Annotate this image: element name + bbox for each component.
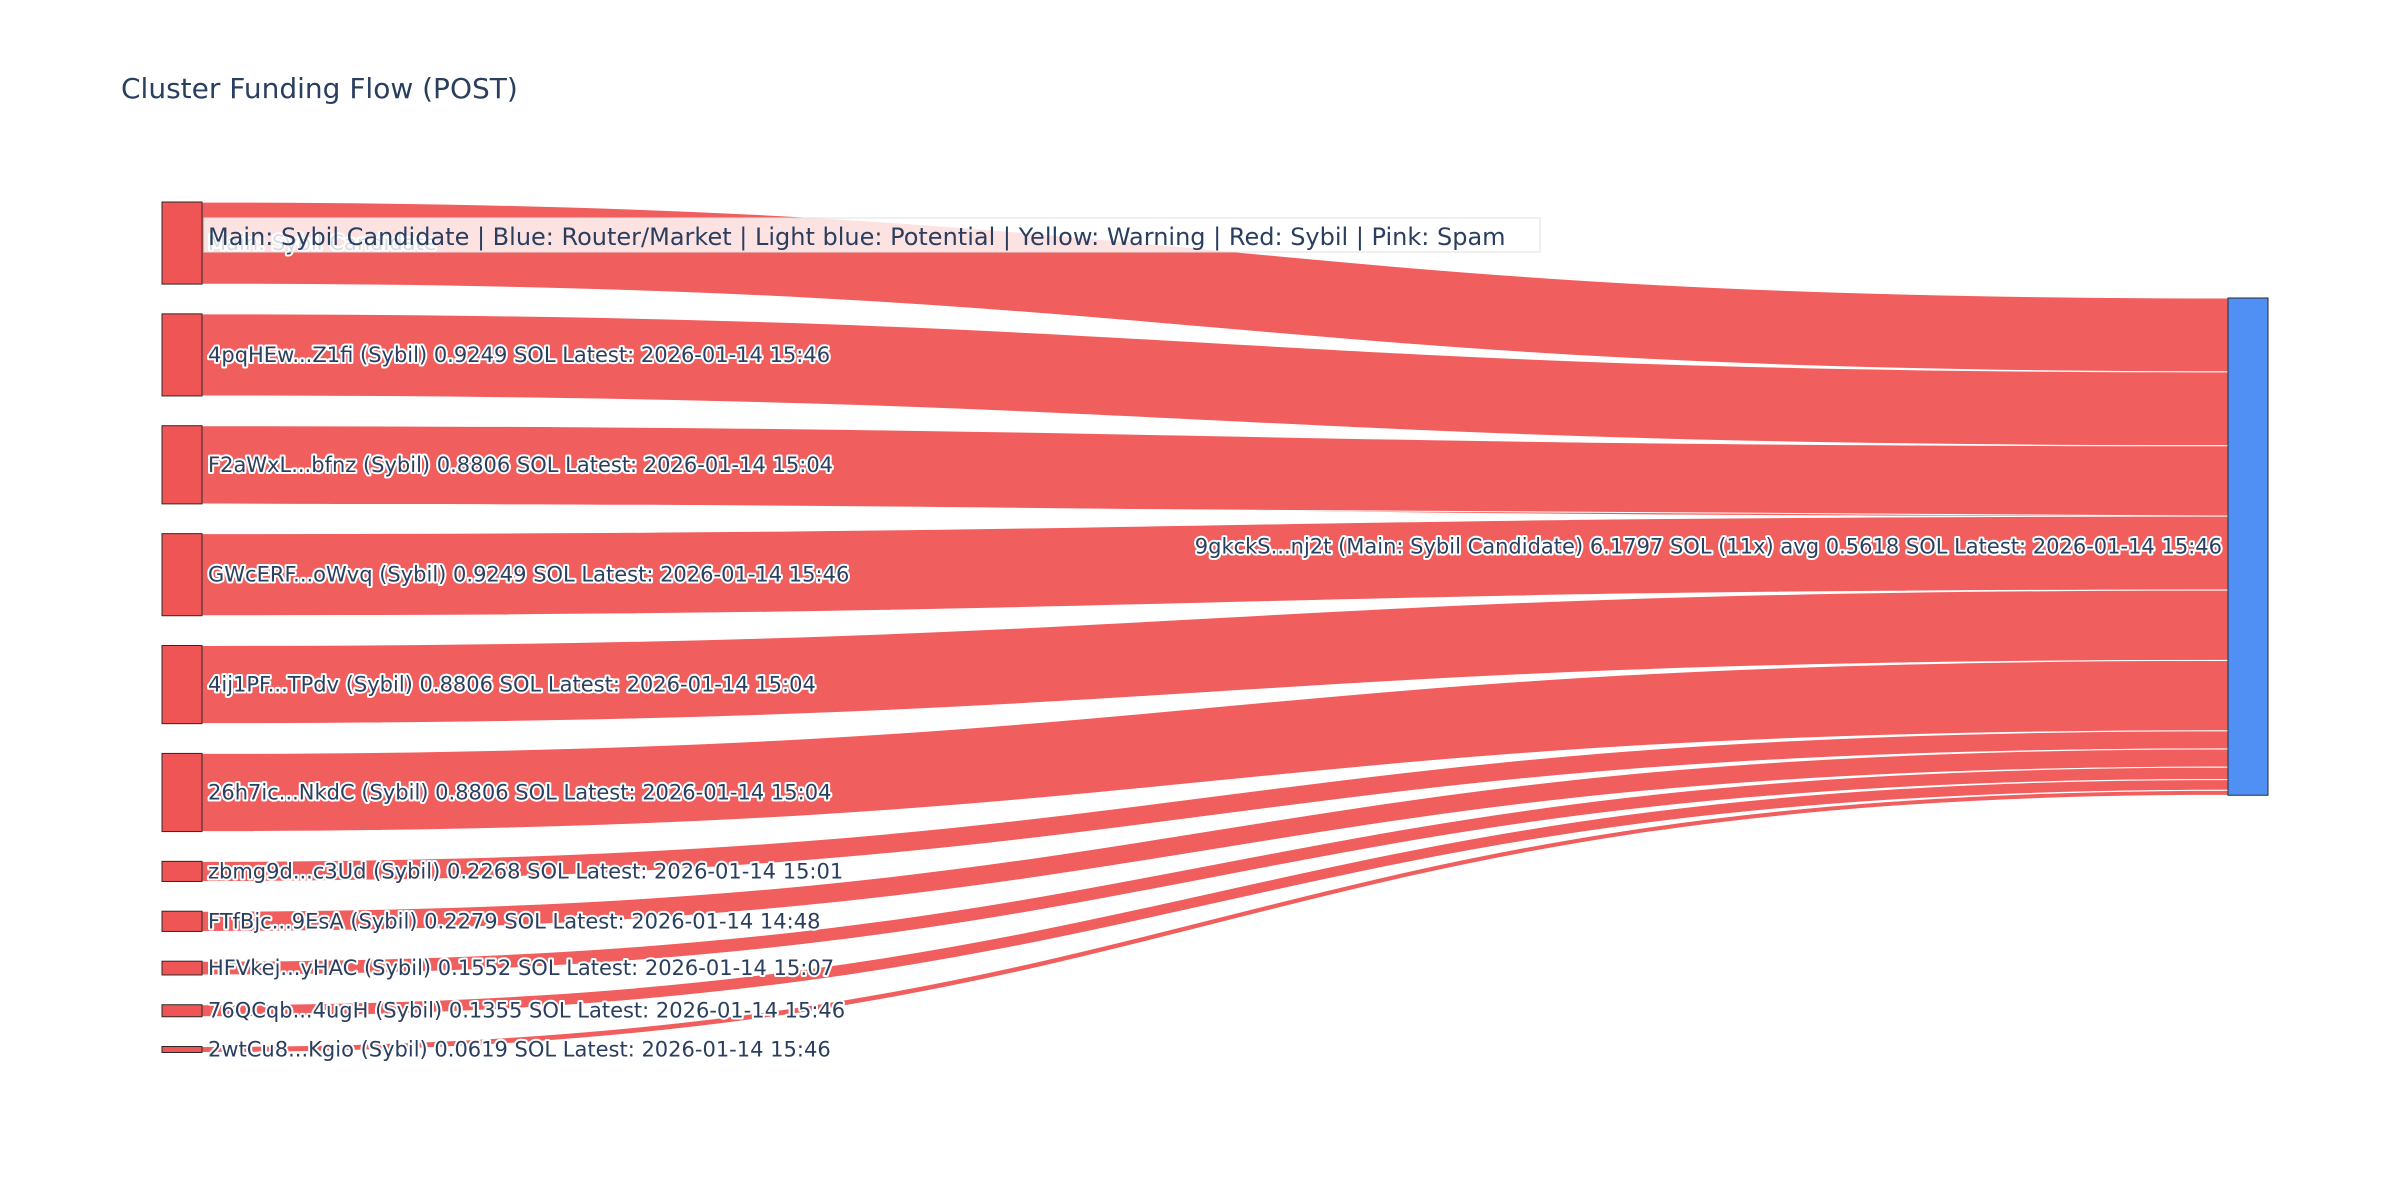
source-node-8[interactable] [161, 910, 203, 932]
source-label-3: F2aWxL...bfnz (Sybil) 0.8806 SOL Latest:… [208, 453, 833, 477]
source-label-4: GWcERF...oWvq (Sybil) 0.9249 SOL Latest:… [208, 563, 849, 587]
source-node-2[interactable] [161, 313, 203, 397]
legend-box [203, 217, 1541, 253]
source-label-7: zbmg9d...c3Ud (Sybil) 0.2268 SOL Latest:… [208, 859, 843, 883]
legend: Main: Sybil Candidate | Blue: Router/Mar… [203, 217, 1541, 253]
source-label-8: FTfBjc...9EsA (Sybil) 0.2279 SOL Latest:… [208, 909, 820, 933]
source-label-11: 2wtCu8...Kgio (Sybil) 0.0619 SOL Latest:… [208, 1038, 831, 1062]
target-label: 9gkckS...nj2t (Main: Sybil Candidate) 6.… [1195, 535, 2222, 559]
source-label-6: 26h7ic...NkdC (Sybil) 0.8806 SOL Latest:… [208, 780, 831, 804]
sankey-nodes [161, 201, 2269, 1054]
source-node-7[interactable] [161, 860, 203, 882]
source-node-11[interactable] [161, 1046, 203, 1054]
sankey-links [201, 201, 2229, 1054]
source-node-6[interactable] [161, 752, 203, 833]
source-node-4[interactable] [161, 533, 203, 617]
source-node-5[interactable] [161, 644, 203, 725]
source-label-2: 4pqHEw...Z1fi (Sybil) 0.9249 SOL Latest:… [208, 343, 830, 367]
chart-title: Cluster Funding Flow (POST) [121, 72, 518, 105]
source-node-9[interactable] [161, 960, 203, 976]
source-node-3[interactable] [161, 425, 203, 505]
source-label-9: HFVkej...yHAC (Sybil) 0.1552 SOL Latest:… [208, 956, 834, 980]
source-node-1[interactable] [161, 201, 203, 285]
legend-text: Main: Sybil Candidate | Blue: Router/Mar… [208, 223, 1506, 251]
source-node-10[interactable] [161, 1004, 203, 1018]
source-label-10: 76QCqb...4ugH (Sybil) 0.1355 SOL Latest:… [208, 999, 845, 1023]
target-node[interactable] [2227, 297, 2269, 796]
sankey-labels: Main: Sybil Candidate4pqHEw...Z1fi (Sybi… [206, 229, 2224, 1063]
source-label-5: 4ij1PF...TPdv (Sybil) 0.8806 SOL Latest:… [208, 673, 816, 697]
